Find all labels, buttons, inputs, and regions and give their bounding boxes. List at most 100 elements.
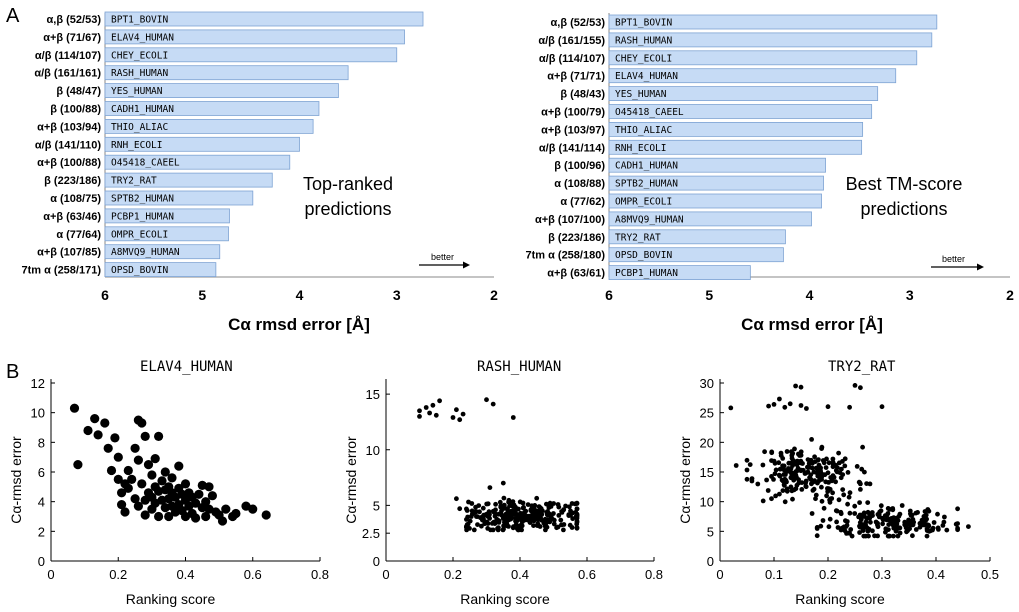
data-point	[880, 515, 885, 521]
data-point	[813, 465, 819, 471]
data-point	[845, 501, 850, 507]
data-point	[919, 517, 925, 523]
data-point	[793, 383, 798, 389]
data-point	[798, 384, 804, 390]
x-axis-label: Ranking score	[795, 591, 885, 607]
data-point	[880, 521, 885, 527]
data-point	[512, 504, 518, 510]
scatter-title: ELAV4_HUMAN	[140, 359, 233, 375]
data-point	[574, 506, 580, 512]
bar-13	[608, 247, 784, 263]
data-point	[534, 512, 540, 518]
data-point	[103, 443, 113, 453]
data-point	[823, 479, 829, 485]
x-tick-2: 0.2	[819, 567, 837, 582]
y-tick-0: 0	[38, 554, 45, 569]
y-tick-3: 15	[700, 465, 714, 480]
data-point	[915, 510, 920, 515]
data-point	[450, 415, 456, 420]
data-point	[787, 401, 793, 407]
bar-label-8: CADH1_HUMAN	[615, 161, 678, 172]
data-point	[464, 522, 470, 527]
x-tick-3: 0.3	[873, 567, 891, 582]
data-point	[885, 533, 891, 539]
data-point	[520, 500, 526, 506]
data-point	[417, 408, 422, 414]
data-point	[840, 487, 846, 492]
data-point	[941, 519, 947, 525]
panel-label-a: A	[6, 5, 20, 27]
data-point	[867, 515, 873, 521]
data-point	[825, 404, 831, 410]
data-point	[512, 511, 517, 517]
bar-14	[104, 262, 217, 278]
y-tick-4: 15	[366, 387, 380, 402]
class-label-10: α (77/62)	[560, 196, 605, 208]
bar-chart-top-ranked: BPT1_BOVIN α,β (52/53) ELAV4_HUMAN α+β (71/…	[21, 11, 498, 334]
data-point	[201, 497, 211, 507]
bar-chart-best-tm: BPT1_BOVIN α,β (52/53) RASH_HUMAN α/β (161/…	[525, 13, 1014, 334]
class-label-4: β (48/47)	[56, 86, 101, 98]
bar-label-10: SPTB2_HUMAN	[111, 194, 174, 205]
data-point	[760, 462, 766, 468]
data-point	[167, 473, 177, 483]
data-point	[826, 460, 832, 466]
data-point	[516, 515, 522, 521]
class-label-14: α+β (63/61)	[547, 268, 605, 280]
data-point	[865, 500, 871, 505]
data-point	[110, 433, 120, 443]
data-point	[790, 496, 795, 502]
data-point	[744, 467, 750, 473]
bar-label-3: ELAV4_HUMAN	[615, 71, 678, 82]
x-tick-0: 0	[382, 567, 389, 582]
bar-label-14: PCBP1_HUMAN	[615, 268, 678, 279]
data-point	[457, 417, 463, 423]
x-tick-3: 0.6	[578, 567, 596, 582]
bar-2	[608, 50, 918, 66]
x-tick-4: 0.8	[645, 567, 663, 582]
data-point	[508, 510, 514, 515]
data-point	[143, 460, 154, 470]
class-label-2: α/β (114/107)	[35, 50, 101, 62]
data-point	[454, 407, 459, 413]
bar-2	[104, 47, 398, 63]
y-tick-2: 5	[373, 498, 380, 513]
data-point	[772, 471, 778, 477]
bar-7	[608, 139, 863, 155]
data-point	[154, 511, 164, 522]
data-point	[836, 497, 842, 503]
data-point	[777, 491, 782, 497]
bar-1	[104, 29, 405, 45]
data-point	[773, 467, 779, 473]
data-point	[831, 474, 837, 480]
class-label-3: α/β (161/161)	[34, 68, 101, 80]
class-label-11: α+β (107/100)	[535, 214, 605, 226]
class-label-5: α+β (100/79)	[541, 107, 605, 119]
data-point	[501, 495, 507, 501]
data-point	[160, 467, 170, 477]
data-point	[467, 518, 473, 524]
data-point	[147, 470, 157, 480]
data-point	[870, 528, 875, 534]
data-point	[924, 522, 930, 527]
data-point	[819, 498, 825, 504]
data-point	[501, 506, 507, 511]
data-point	[838, 475, 844, 481]
bar-label-11: PCBP1_HUMAN	[111, 211, 174, 222]
data-point	[818, 523, 824, 529]
scatter-title: TRY2_RAT	[828, 359, 896, 375]
data-point	[559, 509, 564, 514]
data-point	[896, 513, 902, 519]
data-point	[821, 460, 827, 466]
bar-9	[608, 175, 824, 191]
data-point	[493, 511, 499, 517]
bar-label-6: THIO_ALIAC	[111, 122, 168, 133]
x-tick-2: 0.4	[511, 567, 529, 582]
class-label-13: α+β (107/85)	[37, 247, 101, 259]
data-point	[769, 458, 774, 463]
data-point	[433, 412, 439, 418]
bar-label-7: RNH_ECOLI	[615, 143, 666, 154]
bar-6	[104, 119, 314, 134]
data-point	[894, 524, 900, 530]
